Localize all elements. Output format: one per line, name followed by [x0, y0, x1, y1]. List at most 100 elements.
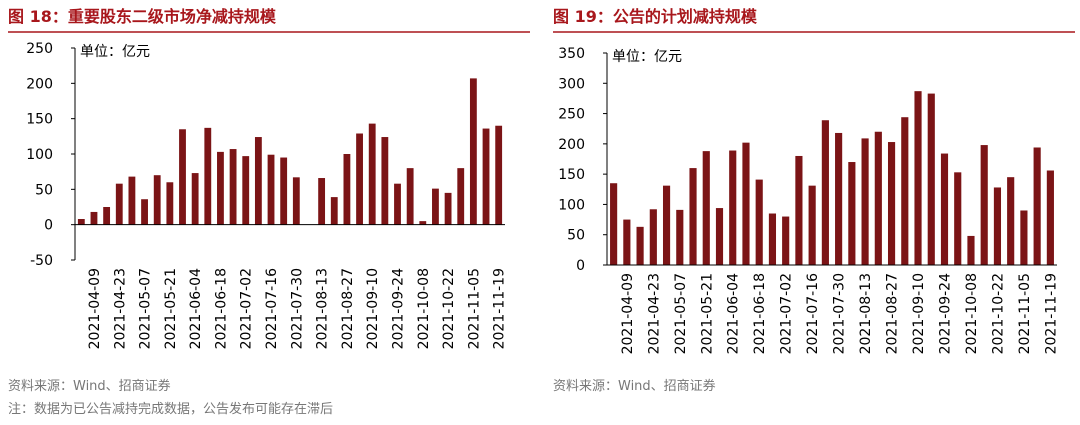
bar — [153, 175, 161, 225]
bar — [166, 182, 174, 225]
bar — [821, 120, 829, 265]
bar — [676, 209, 684, 265]
bar — [610, 183, 618, 265]
bar — [77, 219, 85, 225]
bar — [715, 208, 724, 265]
x-tick-label: 2021-07-30 — [832, 273, 848, 354]
y-tick-label: 150 — [558, 167, 585, 183]
x-tick-label: 2021-05-21 — [699, 273, 715, 354]
chart-title: 图 18：重要股东二级市场净减持规模 — [8, 7, 277, 26]
bar — [495, 125, 503, 225]
bar — [191, 173, 199, 225]
x-tick-label: 2021-05-07 — [673, 273, 689, 354]
bar — [419, 221, 427, 225]
x-tick-label: 2021-10-08 — [964, 273, 980, 354]
x-tick-label: 2021-08-13 — [858, 273, 874, 354]
bar — [280, 157, 288, 225]
x-tick-label: 2021-04-09 — [620, 273, 636, 354]
bar — [318, 178, 326, 225]
x-tick-label: 2021-09-24 — [391, 268, 407, 349]
bar — [1033, 147, 1041, 265]
x-tick-label: 2021-05-21 — [163, 268, 179, 349]
bar — [980, 145, 988, 265]
bar — [103, 207, 111, 225]
y-tick-label: 200 — [26, 76, 53, 92]
bar — [444, 192, 452, 225]
x-tick-label: 2021-06-04 — [726, 273, 742, 354]
bar — [141, 199, 148, 225]
bar — [755, 179, 763, 265]
x-tick-label: 2021-08-27 — [885, 273, 901, 354]
bar — [229, 149, 237, 225]
bar — [914, 91, 922, 265]
bar — [1007, 177, 1015, 265]
y-tick-label: 50 — [35, 182, 53, 198]
x-tick-label: 2021-11-19 — [492, 268, 508, 349]
bar — [457, 168, 465, 225]
bar — [406, 168, 414, 225]
bar — [292, 177, 300, 225]
bar — [874, 131, 882, 265]
x-tick-label: 2021-04-23 — [646, 273, 662, 354]
bar — [368, 123, 376, 225]
bar — [381, 137, 389, 225]
x-tick-label: 2021-11-05 — [1017, 273, 1033, 354]
bar — [432, 188, 439, 225]
y-tick-label: 0 — [576, 258, 585, 274]
bar — [729, 150, 737, 265]
x-tick-label: 2021-11-05 — [466, 268, 482, 349]
bar — [179, 129, 186, 225]
x-tick-label: 2021-04-23 — [112, 268, 128, 349]
bar — [662, 185, 671, 265]
x-tick-label: 2021-07-02 — [239, 268, 255, 349]
bar — [128, 176, 136, 225]
bar — [649, 209, 657, 265]
bar — [330, 197, 338, 225]
bar — [1046, 170, 1054, 265]
y-tick-label: -50 — [30, 253, 53, 269]
unit-annotation: 单位：亿元 — [612, 49, 682, 65]
x-tick-label: 2021-06-18 — [752, 273, 768, 354]
bar — [267, 154, 275, 225]
bar — [90, 211, 98, 225]
bar — [861, 138, 869, 265]
bar — [469, 78, 477, 225]
x-tick-label: 2021-07-16 — [264, 268, 280, 349]
bar — [356, 133, 363, 225]
x-tick-label: 2021-10-08 — [416, 268, 432, 349]
x-tick-label: 2021-09-24 — [938, 273, 954, 354]
source: 资料来源：Wind、招商证券 — [8, 378, 171, 394]
chart-title: 图 19：公告的计划减持规模 — [553, 7, 758, 26]
bar — [795, 155, 803, 265]
bar — [689, 168, 697, 265]
bar — [636, 226, 644, 265]
bar — [940, 153, 949, 265]
bar — [394, 183, 401, 225]
bar — [742, 142, 750, 265]
bar — [1020, 210, 1028, 265]
y-tick-label: 100 — [26, 147, 53, 163]
y-tick-label: 350 — [558, 46, 585, 62]
bar — [901, 117, 909, 265]
x-tick-label: 2021-04-09 — [87, 268, 103, 349]
bar — [967, 235, 975, 265]
x-tick-label: 2021-10-22 — [990, 273, 1006, 354]
x-tick-label: 2021-07-16 — [805, 273, 821, 354]
bar — [482, 128, 490, 225]
x-tick-label: 2021-11-19 — [1043, 273, 1059, 354]
bar — [623, 219, 631, 265]
bar — [808, 185, 816, 265]
bar — [204, 127, 212, 225]
bar — [954, 172, 962, 265]
bar — [848, 162, 856, 265]
x-tick-label: 2021-07-30 — [289, 268, 305, 349]
bar — [927, 93, 935, 265]
bar — [768, 213, 777, 265]
x-tick-label: 2021-08-13 — [315, 268, 331, 349]
y-tick-label: 250 — [26, 41, 53, 57]
x-tick-label: 2021-05-07 — [138, 268, 154, 349]
y-tick-label: 100 — [558, 197, 585, 213]
y-tick-label: 300 — [558, 76, 585, 92]
y-tick-label: 50 — [567, 228, 585, 244]
